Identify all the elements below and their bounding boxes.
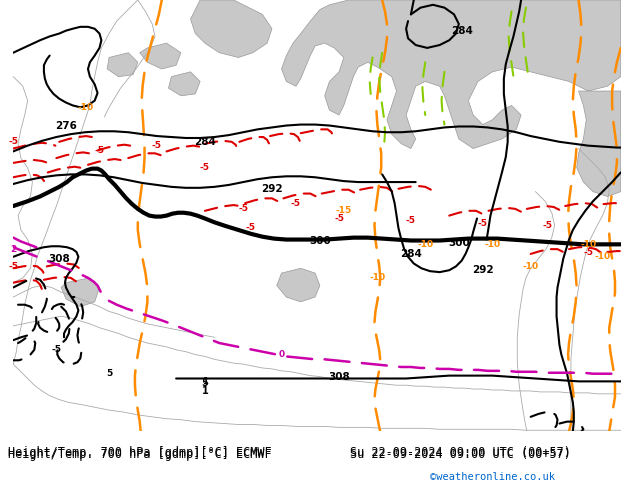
Text: -10: -10 [522,262,539,271]
Text: -5: -5 [8,262,18,271]
Text: -5: -5 [406,216,416,225]
Text: Height/Temp. 700 hPa [gdmp][°C] ECMWF: Height/Temp. 700 hPa [gdmp][°C] ECMWF [8,446,271,459]
Polygon shape [577,91,621,196]
Text: -15: -15 [336,206,352,215]
Text: 308: 308 [48,254,70,264]
Text: -10: -10 [370,273,385,282]
Text: 300: 300 [309,237,331,246]
Text: -5: -5 [543,220,553,230]
Text: 284: 284 [451,25,472,36]
Text: -5: -5 [291,198,301,208]
Text: -10: -10 [580,240,596,249]
Text: -10: -10 [77,103,93,112]
Text: 308: 308 [328,371,350,382]
Text: -5: -5 [94,146,105,155]
Text: 300: 300 [448,239,470,248]
Text: -5: -5 [238,204,249,213]
Text: ©weatheronline.co.uk: ©weatheronline.co.uk [430,472,555,482]
Text: -5: -5 [8,137,18,147]
Text: -10: -10 [484,240,500,249]
Text: 5: 5 [202,378,208,388]
Text: 292: 292 [472,265,494,275]
Text: Su 22-09-2024 09:00 UTC (00+57): Su 22-09-2024 09:00 UTC (00+57) [350,448,571,461]
Text: 1: 1 [202,386,208,396]
Text: 276: 276 [55,122,77,131]
Polygon shape [281,0,621,148]
Polygon shape [61,278,100,307]
Text: -5: -5 [246,222,256,232]
Text: 292: 292 [261,184,283,194]
Polygon shape [169,72,200,96]
Text: -5: -5 [478,219,488,228]
Text: 2: 2 [10,245,16,254]
Text: -5: -5 [200,163,210,172]
Polygon shape [277,269,320,302]
Text: -5: -5 [334,214,344,223]
Text: 284: 284 [194,137,216,147]
Text: 5: 5 [106,369,112,378]
Text: 0: 0 [278,350,285,359]
Text: -5: -5 [583,248,593,257]
Text: -5: -5 [152,141,162,150]
Text: Su 22-09-2024 09:00 UTC (00+57): Su 22-09-2024 09:00 UTC (00+57) [350,446,571,459]
Polygon shape [190,0,272,57]
Text: -10: -10 [595,252,611,261]
Polygon shape [139,43,181,69]
Polygon shape [368,0,454,53]
Polygon shape [107,53,138,76]
Text: Height/Temp. 700 hPa [gdmp][°C] ECMWF: Height/Temp. 700 hPa [gdmp][°C] ECMWF [8,448,271,461]
Text: 1: 1 [202,377,208,386]
Text: -5: -5 [51,345,61,354]
Text: -10: -10 [417,240,434,249]
Text: 284: 284 [400,249,422,259]
